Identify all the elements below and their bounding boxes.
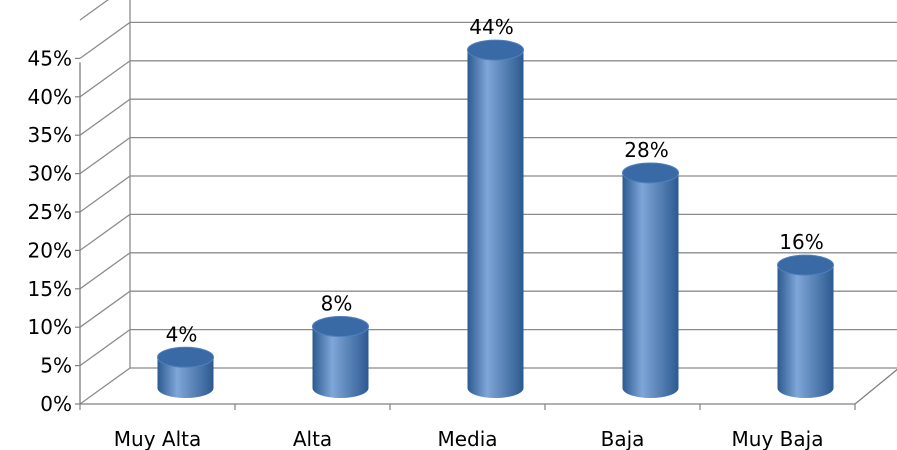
- axes: 0% 5% 10% 15% 20% 25% 30% 35% 40% 45%: [28, 0, 897, 416]
- grid-diagonal-6: [79, 137, 131, 175]
- data-label: 16%: [779, 230, 823, 254]
- grid-diagonal-1: [79, 329, 131, 367]
- grid-diagonal-8: [79, 60, 131, 98]
- grid-diagonal-0: [79, 367, 131, 405]
- category-label: Alta: [293, 427, 332, 450]
- grid-diagonal-7: [79, 98, 131, 136]
- y-tick-label: 25%: [28, 200, 72, 224]
- bar-muy-baja: [777, 254, 834, 398]
- bar-body: [622, 172, 679, 398]
- bar-top: [622, 162, 679, 184]
- bar-media: [467, 39, 524, 398]
- category-label: Muy Alta: [114, 427, 201, 450]
- y-tick-label: 20%: [28, 238, 72, 262]
- data-label: 4%: [166, 322, 198, 346]
- bar-alta: [312, 316, 369, 398]
- grid-diagonal-2: [79, 290, 131, 328]
- y-tick-label: 15%: [28, 277, 72, 301]
- grid-diagonal-3: [79, 252, 131, 290]
- bar-top: [312, 316, 369, 338]
- bar-body: [157, 357, 214, 398]
- bar-body: [467, 50, 524, 398]
- bar-top: [777, 254, 834, 276]
- category-label: Media: [437, 427, 497, 450]
- labels: 4% Muy Alta 8% Alta 44% Media 28% Baja 16% Muy Ba…: [114, 15, 824, 450]
- grid-diagonal-4: [79, 213, 131, 251]
- category-label: Baja: [601, 427, 645, 450]
- grid-diagonal-10: [79, 0, 109, 21]
- data-label: 8%: [321, 292, 353, 316]
- bar-baja: [622, 162, 679, 398]
- floor-right-edge: [854, 368, 897, 405]
- y-tick-label: 5%: [40, 354, 72, 378]
- bar-body: [312, 326, 369, 398]
- bar-top: [157, 346, 214, 368]
- bar-muy-alta: [157, 346, 214, 398]
- category-label: Muy Baja: [732, 427, 824, 450]
- bars: [157, 39, 834, 398]
- y-tick-label: 0%: [40, 392, 72, 416]
- grid-diagonal-9: [79, 21, 131, 59]
- y-tick-label: 30%: [28, 162, 72, 186]
- data-label: 28%: [624, 138, 668, 162]
- bar-top: [467, 39, 524, 61]
- grid-diagonal-5: [79, 175, 131, 213]
- bar-body: [777, 265, 834, 398]
- y-tick-label: 35%: [28, 123, 72, 147]
- data-label: 44%: [469, 15, 513, 39]
- y-tick-label: 45%: [28, 46, 72, 70]
- y-tick-label: 10%: [28, 315, 72, 339]
- y-tick-label: 40%: [28, 85, 72, 109]
